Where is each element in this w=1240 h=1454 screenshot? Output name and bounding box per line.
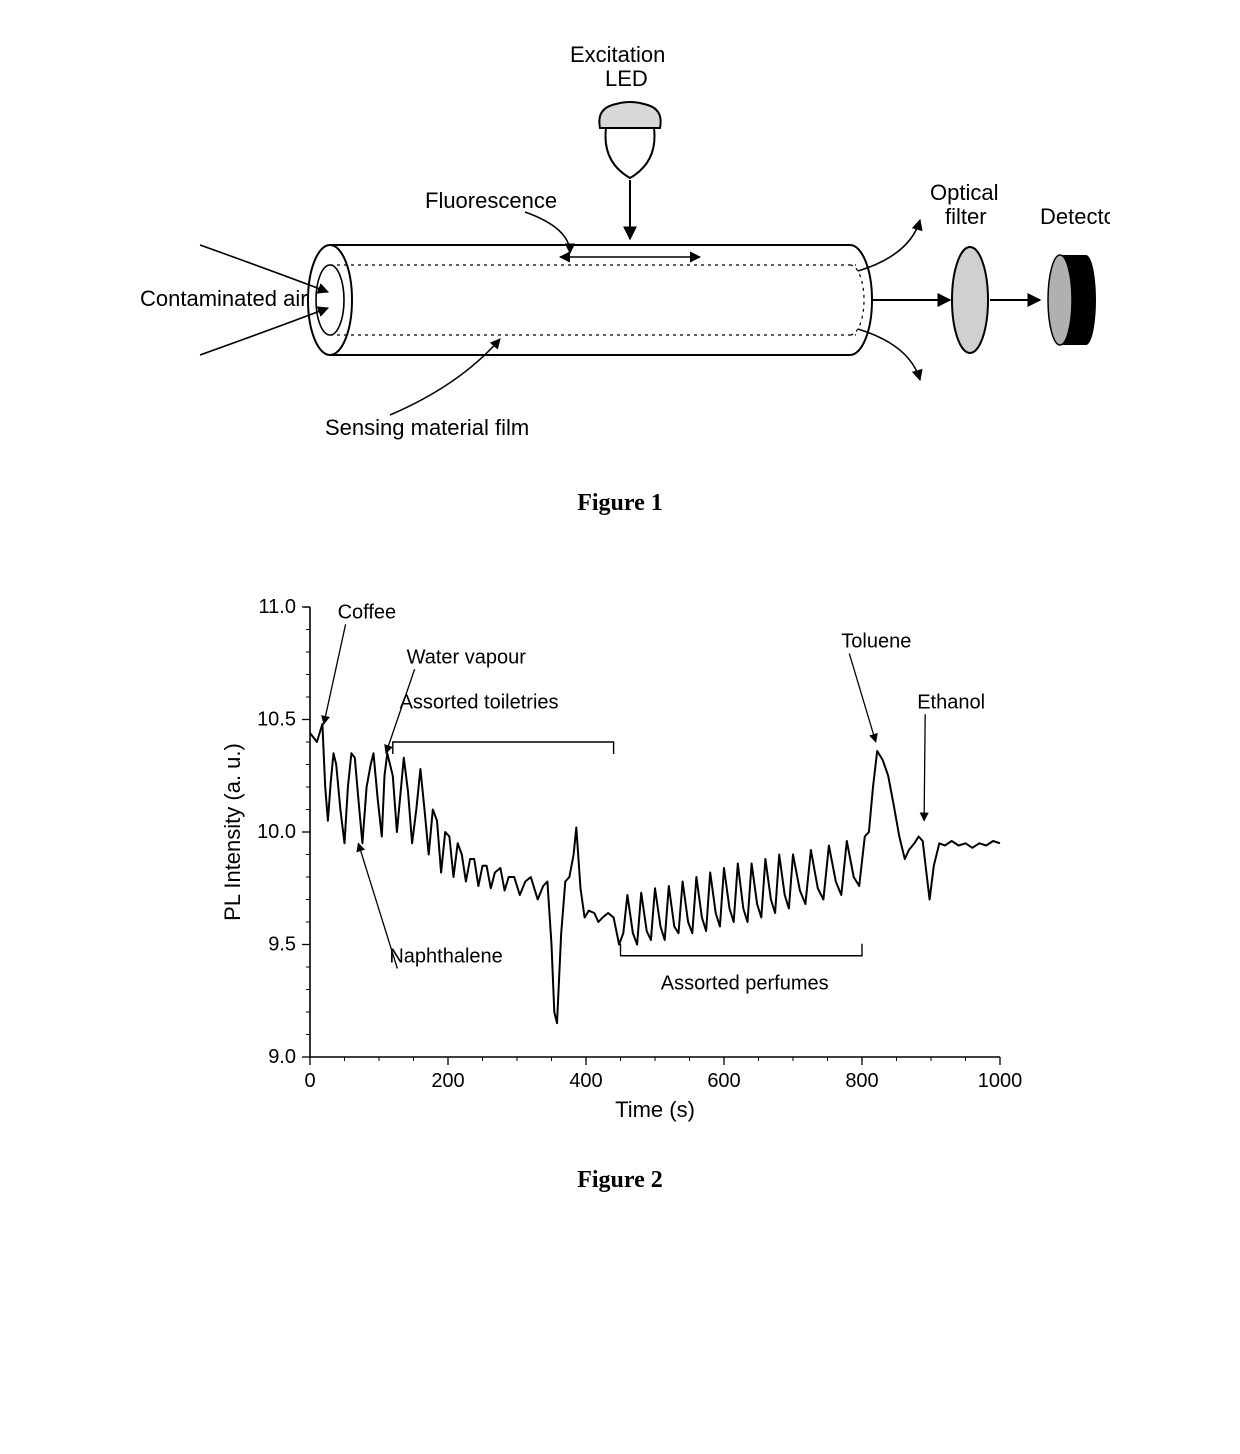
chart-annotation: Assorted perfumes [661, 973, 829, 995]
x-tick-label: 200 [431, 1070, 464, 1092]
y-axis-label: PL Intensity (a. u.) [220, 743, 245, 921]
excitation-led-label-2: LED [605, 66, 648, 91]
y-tick-label: 11.0 [259, 596, 296, 618]
y-tick-label: 10.5 [257, 709, 296, 731]
chart-annotation: Assorted toiletries [400, 691, 559, 713]
data-series-line [310, 724, 1000, 1023]
chart-annotation: Water vapour [407, 646, 527, 668]
sensing-material-label: Sensing material film [325, 415, 529, 440]
figure-2-caption: Figure 2 [577, 1167, 663, 1194]
x-tick-label: 600 [707, 1070, 740, 1092]
y-tick-label: 10.0 [257, 821, 296, 843]
chart-annotation: Naphthalene [389, 946, 502, 968]
y-tick-label: 9.0 [268, 1046, 296, 1068]
optical-filter-label: Optical [930, 180, 998, 205]
detector-label: Detector [1040, 204, 1110, 229]
figure-2-svg: 9.0 9.5 10.0 10.5 11.0 0 200 400 600 800 1000 Time … [210, 577, 1030, 1137]
optical-filter-label-2: filter [945, 204, 987, 229]
figure-1-svg: Contaminated air Sensing material film Exc… [130, 40, 1110, 460]
chart-annotation: Coffee [338, 601, 397, 623]
chart-annotation: Toluene [841, 631, 911, 653]
y-tick-label: 9.5 [268, 934, 296, 956]
excitation-led-label: Excitation [570, 42, 665, 67]
x-tick-label: 1000 [978, 1070, 1023, 1092]
figure-1-container: Contaminated air Sensing material film Exc… [40, 40, 1200, 577]
chart-annotation: Ethanol [917, 691, 985, 713]
x-tick-label: 800 [845, 1070, 878, 1092]
x-tick-label: 400 [569, 1070, 602, 1092]
x-tick-label: 0 [304, 1070, 315, 1092]
contaminated-air-label: Contaminated air [140, 286, 308, 311]
x-axis-label: Time (s) [615, 1097, 695, 1122]
figure-2-container: 9.0 9.5 10.0 10.5 11.0 0 200 400 600 800 1000 Time … [40, 577, 1200, 1254]
fluorescence-label: Fluorescence [425, 188, 557, 213]
figure-1-caption: Figure 1 [577, 490, 663, 517]
